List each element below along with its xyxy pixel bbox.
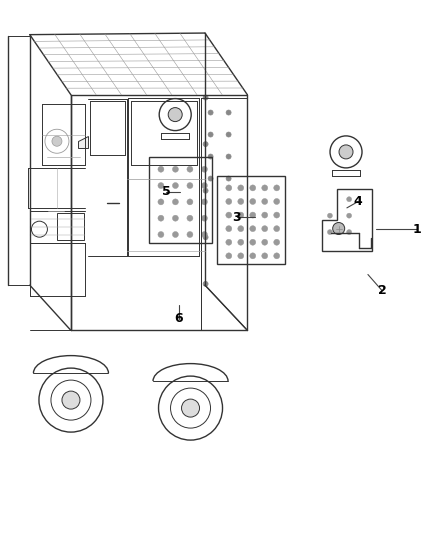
Circle shape <box>226 176 231 181</box>
Text: 6: 6 <box>174 312 183 325</box>
Circle shape <box>250 253 256 259</box>
Circle shape <box>201 231 208 238</box>
Bar <box>57 213 84 240</box>
Circle shape <box>173 215 178 221</box>
Circle shape <box>203 142 208 147</box>
Circle shape <box>262 185 268 191</box>
Circle shape <box>274 239 280 245</box>
Circle shape <box>274 198 280 205</box>
Circle shape <box>187 199 193 205</box>
Circle shape <box>238 253 244 259</box>
Circle shape <box>328 230 332 235</box>
Circle shape <box>226 132 231 137</box>
Circle shape <box>262 225 268 232</box>
Circle shape <box>208 110 213 115</box>
Circle shape <box>201 199 208 205</box>
Circle shape <box>208 154 213 159</box>
Circle shape <box>238 212 244 218</box>
Circle shape <box>333 222 345 235</box>
Circle shape <box>201 166 208 172</box>
Circle shape <box>339 145 353 159</box>
Polygon shape <box>78 136 88 148</box>
Circle shape <box>250 212 256 218</box>
Circle shape <box>274 185 280 191</box>
Circle shape <box>226 253 232 259</box>
Circle shape <box>250 185 256 191</box>
Text: 4: 4 <box>354 195 363 208</box>
Circle shape <box>238 225 244 232</box>
Circle shape <box>203 95 208 100</box>
Circle shape <box>187 166 193 172</box>
Circle shape <box>201 215 208 221</box>
Text: 2: 2 <box>378 284 386 297</box>
Circle shape <box>203 188 208 193</box>
Circle shape <box>226 212 232 218</box>
Circle shape <box>181 399 200 417</box>
Circle shape <box>173 231 178 238</box>
Circle shape <box>158 166 164 172</box>
Text: 1: 1 <box>413 223 421 236</box>
Circle shape <box>208 132 213 137</box>
Circle shape <box>346 213 352 218</box>
Circle shape <box>238 198 244 205</box>
Circle shape <box>173 166 178 172</box>
Circle shape <box>187 231 193 238</box>
Circle shape <box>262 239 268 245</box>
Circle shape <box>346 197 352 201</box>
Circle shape <box>226 185 232 191</box>
Circle shape <box>208 176 213 181</box>
Text: 3: 3 <box>232 211 241 224</box>
Circle shape <box>203 235 208 240</box>
Circle shape <box>262 253 268 259</box>
Circle shape <box>187 183 193 189</box>
Circle shape <box>274 212 280 218</box>
Circle shape <box>262 198 268 205</box>
Circle shape <box>226 198 232 205</box>
Circle shape <box>158 231 164 238</box>
Circle shape <box>274 253 280 259</box>
Circle shape <box>158 199 164 205</box>
Circle shape <box>226 225 232 232</box>
Circle shape <box>238 185 244 191</box>
Circle shape <box>250 239 256 245</box>
Circle shape <box>201 183 208 189</box>
Circle shape <box>62 391 80 409</box>
Circle shape <box>250 225 256 232</box>
Circle shape <box>262 212 268 218</box>
Circle shape <box>203 281 208 286</box>
Circle shape <box>168 108 182 122</box>
Circle shape <box>187 215 193 221</box>
Circle shape <box>173 199 178 205</box>
Circle shape <box>238 239 244 245</box>
Circle shape <box>274 225 280 232</box>
Circle shape <box>158 183 164 189</box>
Circle shape <box>158 215 164 221</box>
Circle shape <box>250 198 256 205</box>
Circle shape <box>328 213 332 218</box>
Circle shape <box>226 110 231 115</box>
Text: 5: 5 <box>162 185 171 198</box>
Circle shape <box>226 239 232 245</box>
Circle shape <box>173 183 178 189</box>
Circle shape <box>346 230 352 235</box>
Circle shape <box>52 136 62 146</box>
Circle shape <box>226 154 231 159</box>
